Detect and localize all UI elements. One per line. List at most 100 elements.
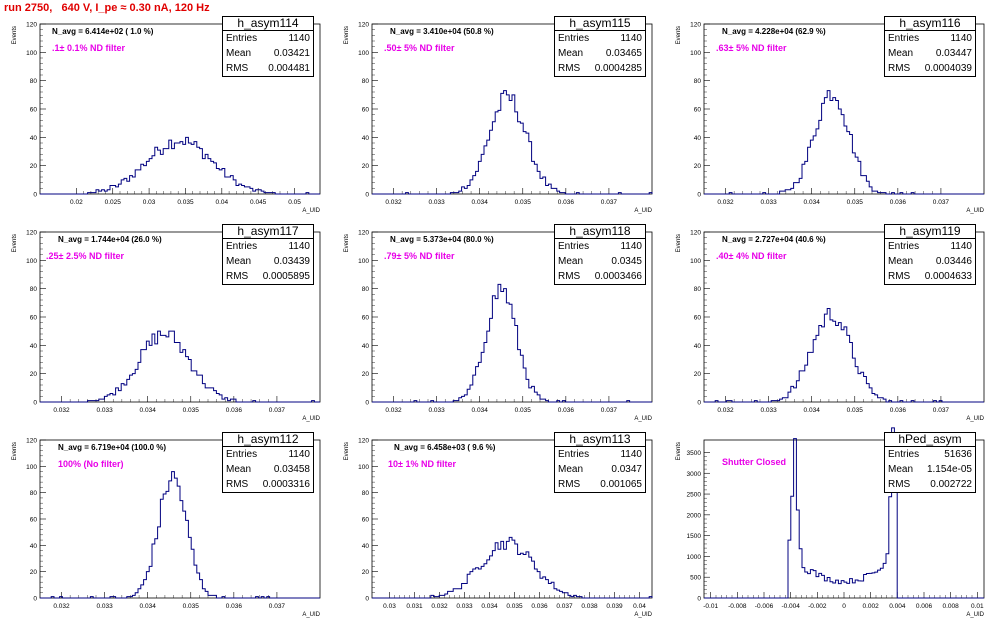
entries-label: Entries (558, 241, 590, 252)
x-tick-label: 0.035 (183, 603, 200, 610)
rms-label: RMS (226, 63, 249, 74)
y-axis-title: Events (12, 234, 18, 252)
filter-label: .63± 5% ND filter (716, 43, 787, 53)
y-tick-label: 20 (362, 371, 370, 378)
rms-value: 0.004481 (268, 63, 310, 74)
rms-value: 0.0003466 (594, 271, 642, 282)
y-tick-label: 60 (30, 517, 38, 524)
y-tick-label: 100 (358, 50, 369, 57)
y-tick-label: 100 (26, 50, 37, 57)
entries-label: Entries (558, 449, 590, 460)
x-tick-label: 0.036 (226, 603, 243, 610)
y-tick-label: 0 (697, 596, 701, 603)
x-tick-label: 0.032 (385, 407, 402, 414)
y-tick-label: 80 (30, 490, 38, 497)
x-tick-label: 0.038 (581, 603, 598, 610)
x-tick-label: 0.034 (472, 199, 489, 206)
y-tick-label: 0 (33, 400, 37, 407)
stats-box: h_asym116 Entries 1140 Mean 0.03447 RMS 0.0… (884, 16, 976, 77)
mean-value: 1.154e-05 (926, 464, 972, 475)
y-axis-title: Events (344, 26, 350, 44)
x-tick-label: 0.036 (890, 407, 907, 414)
x-tick-label: 0.03 (143, 199, 156, 206)
filter-label: .1± 0.1% ND filter (52, 43, 125, 53)
x-tick-label: 0.04 (215, 199, 228, 206)
y-tick-label: 0 (33, 596, 37, 603)
mean-value: 0.03447 (935, 48, 972, 59)
y-tick-label: 120 (690, 230, 701, 237)
histogram-panel-h-asym117: 0 20 40 60 80 100 120 0.032 0.033 0.034 0.035 0.036… (0, 224, 330, 426)
entries-value: 1140 (288, 241, 310, 252)
x-tick-label: 0.034 (472, 407, 489, 414)
x-tick-label: 0.008 (943, 603, 960, 610)
y-tick-label: 60 (694, 107, 702, 114)
y-tick-label: 40 (30, 543, 38, 550)
x-tick-label: 0.035 (183, 407, 200, 414)
y-tick-label: 80 (362, 78, 370, 85)
mean-label: Mean (226, 256, 252, 267)
entries-label: Entries (558, 33, 590, 44)
histogram-line (704, 427, 984, 599)
y-tick-label: 120 (26, 438, 37, 445)
x-tick-label: 0.033 (96, 603, 113, 610)
y-tick-label: 20 (30, 569, 38, 576)
mean-label: Mean (558, 464, 584, 475)
entries-value: 1140 (620, 241, 642, 252)
histogram-line (372, 90, 653, 195)
navg-label: N_avg = 6.458e+03 ( 9.6 %) (394, 443, 496, 452)
x-axis-title: A_UID (302, 416, 320, 422)
y-tick-label: 20 (694, 371, 702, 378)
x-tick-label: 0.01 (971, 603, 984, 610)
x-tick-label: 0.033 (428, 407, 445, 414)
y-tick-label: 100 (26, 258, 37, 265)
x-tick-label: 0.036 (531, 603, 548, 610)
y-tick-label: 60 (362, 315, 370, 322)
entries-label: Entries (226, 33, 258, 44)
histogram-plot: 0 20 40 60 80 100 120 0.032 0.033 0.034 0.035 0.036… (12, 438, 321, 619)
histogram-line (372, 283, 652, 403)
y-tick-label: 20 (362, 569, 370, 576)
x-tick-label: 0.03 (383, 603, 396, 610)
entries-label: Entries (226, 241, 258, 252)
histogram-name: h_asym119 (885, 225, 975, 239)
filter-label: 10± 1% ND filter (388, 459, 456, 469)
x-tick-label: 0.037 (556, 603, 573, 610)
histogram-name: hPed_asym (885, 433, 975, 447)
rms-value: 0.0004039 (924, 63, 972, 74)
y-tick-label: 120 (690, 22, 701, 29)
histogram-line (40, 330, 320, 403)
x-tick-label: 0.032 (431, 603, 448, 610)
histogram-panel-h-asym116: 0 20 40 60 80 100 120 0.032 0.033 0.034 0.035 0.036… (664, 16, 994, 218)
x-tick-label: 0.002 (863, 603, 880, 610)
x-tick-label: 0.035 (515, 407, 532, 414)
x-tick-label: 0.035 (847, 407, 864, 414)
stats-box: h_asym115 Entries 1140 Mean 0.03465 RMS 0.0… (554, 16, 646, 77)
filter-label: .50± 5% ND filter (384, 43, 455, 53)
y-tick-label: 0 (697, 192, 701, 199)
x-axis-title: A_UID (966, 208, 984, 214)
filter-label: 100% (No filter) (58, 459, 124, 469)
x-tick-label: 0.032 (385, 199, 402, 206)
y-tick-label: 120 (358, 438, 369, 445)
stats-box: h_asym114 Entries 1140 Mean 0.03421 RMS 0.0… (222, 16, 314, 77)
histogram-name: h_asym118 (555, 225, 645, 239)
x-tick-label: 0.045 (250, 199, 267, 206)
x-tick-label: 0.036 (890, 199, 907, 206)
histogram-plot: 0 20 40 60 80 100 120 0.032 0.033 0.034 0.035 0.036… (676, 22, 985, 215)
x-tick-label: 0.037 (933, 407, 950, 414)
rms-value: 0.001065 (600, 479, 642, 490)
mean-value: 0.03465 (605, 48, 642, 59)
y-tick-label: 80 (30, 78, 38, 85)
histogram-line (704, 308, 984, 403)
histogram-plot: 0 20 40 60 80 100 120 0.032 0.033 0.034 0.035 0.036… (344, 22, 653, 215)
y-tick-label: 20 (30, 371, 38, 378)
x-tick-label: 0.04 (633, 603, 646, 610)
x-tick-label: 0.034 (140, 603, 157, 610)
y-axis-title: Events (12, 442, 18, 460)
mean-label: Mean (558, 256, 584, 267)
y-tick-label: 1000 (687, 554, 702, 561)
y-tick-label: 40 (694, 135, 702, 142)
y-tick-label: 0 (33, 192, 37, 199)
rms-label: RMS (888, 479, 911, 490)
y-tick-label: 40 (30, 343, 38, 350)
